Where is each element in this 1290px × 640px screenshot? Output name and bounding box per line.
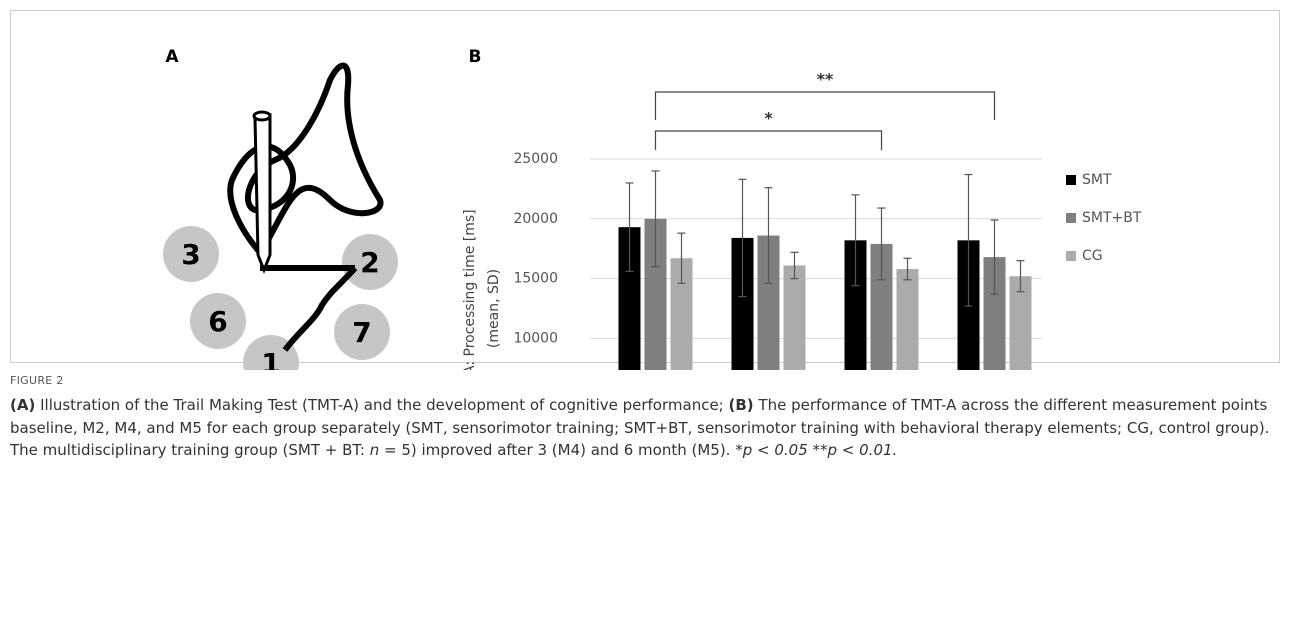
panel-label: B <box>469 47 482 67</box>
bar <box>1009 276 1032 370</box>
significance-label: ** <box>817 70 834 89</box>
legend-swatch <box>1066 213 1076 223</box>
trail-circle <box>190 293 246 349</box>
trail-number: 2 <box>360 246 379 279</box>
bar <box>644 218 667 370</box>
y-axis-label: TMT-A: Processing time [ms] <box>462 209 478 370</box>
caption-part: n <box>369 441 380 459</box>
trail-illustration <box>163 62 398 370</box>
panel-label: A <box>165 47 179 67</box>
trail-circle <box>334 304 390 360</box>
figure-caption: (A) Illustration of the Trail Making Tes… <box>10 394 1275 462</box>
scribble <box>227 62 384 257</box>
trail-circle <box>163 226 219 282</box>
bar <box>618 227 641 370</box>
y-tick-label: 15000 <box>513 271 558 287</box>
trail-circle <box>243 335 299 370</box>
significance-bracket <box>654 91 996 120</box>
significance-label: * <box>764 109 773 128</box>
pencil <box>253 113 272 275</box>
significance-bracket <box>654 130 883 150</box>
bar <box>844 240 867 370</box>
figure: A B 326715480500010000150002000025000TMT… <box>10 10 1280 370</box>
trail-number: 1 <box>261 347 280 370</box>
trail-number: 6 <box>208 305 227 338</box>
bar <box>983 257 1006 370</box>
legend-label: CG <box>1082 248 1103 264</box>
caption-part: *p < 0.05 **p < 0.01. <box>735 441 898 459</box>
trail-number: 3 <box>181 238 200 271</box>
y-tick-label: 20000 <box>513 211 558 227</box>
bar <box>670 258 693 370</box>
bar <box>870 243 893 370</box>
y-axis-label: (mean, SD) <box>486 269 502 348</box>
y-tick-label: 10000 <box>513 330 558 346</box>
trail-line <box>260 265 358 352</box>
bar <box>731 237 754 370</box>
figure-label: FIGURE 2 <box>10 374 64 387</box>
caption-part: (A) <box>10 396 36 414</box>
legend-label: SMT <box>1082 172 1112 188</box>
trail-number: 7 <box>352 316 371 349</box>
bar <box>896 269 919 370</box>
trail-circle <box>342 234 398 290</box>
legend-swatch <box>1066 251 1076 261</box>
caption-part: Illustration of the Trail Making Test (T… <box>35 396 729 414</box>
caption-part: (B) <box>728 396 754 414</box>
y-tick-label: 25000 <box>513 151 558 167</box>
bar <box>783 265 806 370</box>
legend-label: SMT+BT <box>1082 210 1142 226</box>
caption-part: The performance of TMT-A across the diff… <box>10 396 1270 459</box>
legend-swatch <box>1066 175 1076 185</box>
pencil-end <box>252 110 272 122</box>
bar <box>757 235 780 370</box>
caption-part: = 5) improved after 3 (M4) and 6 month (… <box>379 441 736 459</box>
